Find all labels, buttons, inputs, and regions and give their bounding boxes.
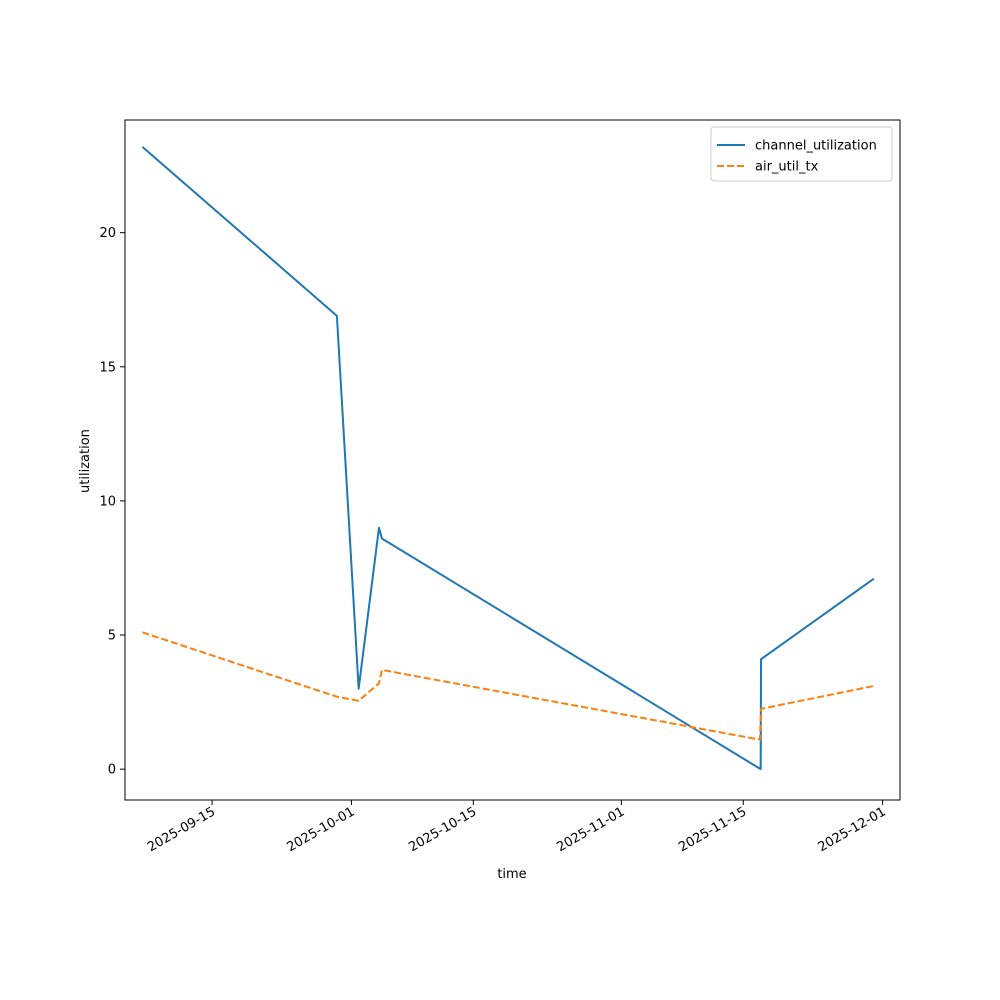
y-tick-label: 0 bbox=[108, 763, 116, 778]
x-tick-label: 2025-10-01 bbox=[284, 804, 357, 855]
x-tick-label: 2025-09-15 bbox=[145, 804, 218, 855]
plot-frame bbox=[124, 119, 901, 801]
legend: channel_utilization air_util_tx bbox=[710, 126, 893, 182]
y-tick-label: 5 bbox=[108, 629, 116, 644]
y-tick-label: 10 bbox=[99, 494, 116, 509]
legend-box bbox=[710, 126, 893, 182]
y-tick-label: 15 bbox=[99, 360, 116, 375]
x-tick-label: 2025-11-15 bbox=[676, 804, 749, 855]
plot-area bbox=[125, 120, 900, 800]
y-tick-label: 20 bbox=[99, 226, 116, 241]
legend-label: channel_utilization bbox=[755, 139, 877, 154]
legend-label: air_util_tx bbox=[755, 160, 819, 175]
series-layer bbox=[141, 146, 875, 771]
series-line-channel-utilization bbox=[141, 146, 875, 771]
x-tick-label: 2025-12-01 bbox=[816, 804, 889, 855]
x-tick-label: 2025-11-01 bbox=[554, 804, 627, 855]
series-line-air-util-tx bbox=[142, 631, 875, 741]
x-tick-label: 2025-10-15 bbox=[406, 804, 479, 855]
y-axis: 0 5 10 15 20 bbox=[99, 226, 125, 778]
x-axis: 2025-09-15 2025-10-01 2025-10-15 2025-11-01… bbox=[145, 800, 889, 855]
x-axis-label: time bbox=[497, 867, 526, 882]
y-axis-label: utilization bbox=[78, 429, 93, 493]
